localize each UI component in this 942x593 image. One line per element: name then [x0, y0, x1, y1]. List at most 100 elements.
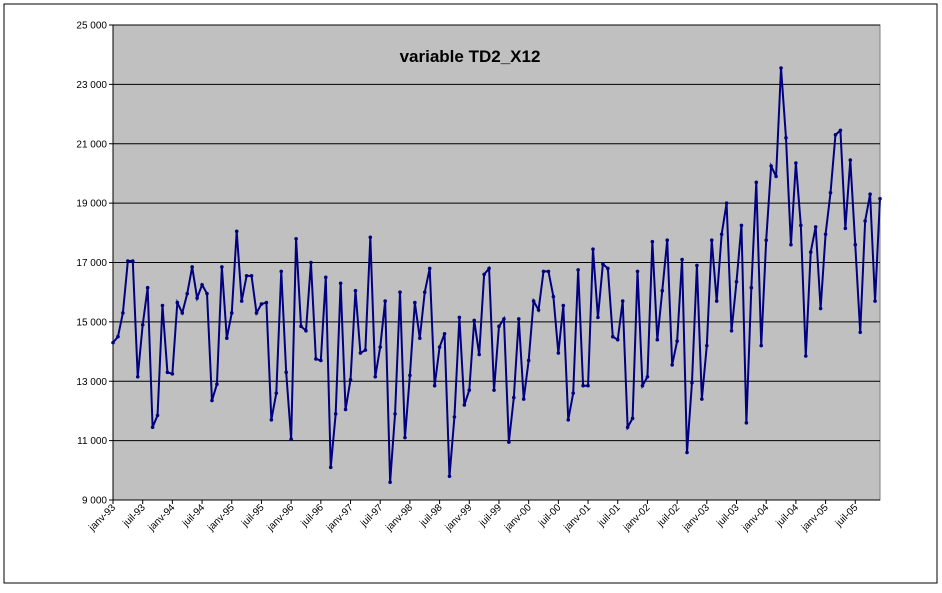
- data-point: [536, 308, 541, 312]
- data-point: [497, 324, 501, 329]
- data-point: [358, 351, 363, 355]
- data-point: [249, 274, 254, 278]
- data-point: [675, 339, 679, 343]
- data-point: [620, 299, 625, 303]
- data-point: [388, 480, 392, 484]
- data-point: [408, 373, 412, 378]
- data-point: [135, 374, 140, 379]
- data-point: [794, 161, 798, 165]
- data-point: [709, 238, 714, 243]
- data-point: [368, 235, 373, 240]
- data-point: [452, 415, 457, 419]
- data-point: [343, 407, 348, 412]
- data-point: [764, 238, 768, 243]
- y-tick-label: 15 000: [76, 317, 107, 328]
- data-point: [121, 311, 125, 315]
- y-tick-label: 19 000: [76, 199, 107, 210]
- data-point: [873, 299, 877, 303]
- data-point: [422, 290, 427, 294]
- data-point: [630, 416, 635, 421]
- data-point: [502, 317, 506, 321]
- data-point: [289, 437, 293, 441]
- data-point: [546, 269, 551, 274]
- data-point: [155, 413, 160, 418]
- data-point: [353, 288, 358, 293]
- data-point: [284, 370, 288, 375]
- data-point: [690, 380, 694, 385]
- data-point: [719, 232, 724, 237]
- data-point: [482, 272, 486, 277]
- data-point: [244, 274, 249, 278]
- data-point: [818, 306, 823, 311]
- data-point: [640, 383, 645, 388]
- data-point: [858, 330, 863, 335]
- data-point: [724, 201, 729, 205]
- y-tick-label: 13 000: [76, 377, 107, 388]
- data-point: [225, 336, 229, 341]
- data-point: [304, 328, 308, 333]
- data-point: [432, 383, 437, 388]
- data-point: [799, 223, 803, 228]
- data-point: [160, 303, 165, 308]
- data-point: [670, 363, 674, 367]
- data-point: [205, 291, 209, 296]
- data-point: [531, 299, 536, 303]
- data-point: [789, 242, 793, 247]
- data-point: [487, 266, 491, 271]
- chart-title: variable TD2_X12: [400, 47, 541, 66]
- data-point: [556, 351, 561, 355]
- data-point: [170, 372, 175, 376]
- data-point: [813, 225, 818, 229]
- data-point: [462, 403, 467, 407]
- data-point: [309, 260, 313, 265]
- data-point: [655, 337, 660, 342]
- data-point: [437, 345, 442, 349]
- data-point: [319, 358, 323, 363]
- data-point: [606, 266, 610, 271]
- data-point: [378, 345, 383, 349]
- data-point: [234, 229, 239, 234]
- data-point: [185, 291, 190, 296]
- data-point: [833, 133, 838, 137]
- data-point: [180, 311, 185, 315]
- data-point: [615, 337, 620, 342]
- data-point: [685, 450, 689, 455]
- data-point: [645, 374, 650, 379]
- data-point: [739, 223, 744, 228]
- data-point: [299, 324, 303, 329]
- data-point: [779, 66, 783, 70]
- data-point: [165, 370, 170, 375]
- data-point: [863, 219, 867, 223]
- data-point: [635, 269, 640, 274]
- data-point: [705, 343, 709, 348]
- data-point: [363, 348, 368, 352]
- data-point: [274, 391, 279, 395]
- data-point: [126, 259, 130, 263]
- data-point: [516, 317, 521, 321]
- series-line: [112, 67, 881, 483]
- data-point: [541, 269, 546, 274]
- data-point: [314, 357, 318, 361]
- data-point: [200, 282, 204, 287]
- data-point: [477, 352, 481, 357]
- data-point: [130, 259, 135, 263]
- data-point: [259, 302, 264, 306]
- data-point: [373, 374, 378, 379]
- data-point: [665, 238, 670, 243]
- data-point: [338, 281, 343, 286]
- data-point: [333, 412, 338, 416]
- data-point: [521, 397, 526, 401]
- data-point: [769, 164, 773, 168]
- data-point: [457, 315, 462, 320]
- data-point: [586, 383, 590, 388]
- data-point: [878, 196, 882, 201]
- data-point: [150, 425, 155, 430]
- data-point: [210, 398, 214, 403]
- data-point: [749, 285, 754, 290]
- data-point: [734, 279, 739, 284]
- data-point: [442, 331, 447, 336]
- data-point: [269, 418, 274, 422]
- data-point: [591, 247, 595, 251]
- data-point: [190, 265, 194, 269]
- data-point: [215, 382, 219, 387]
